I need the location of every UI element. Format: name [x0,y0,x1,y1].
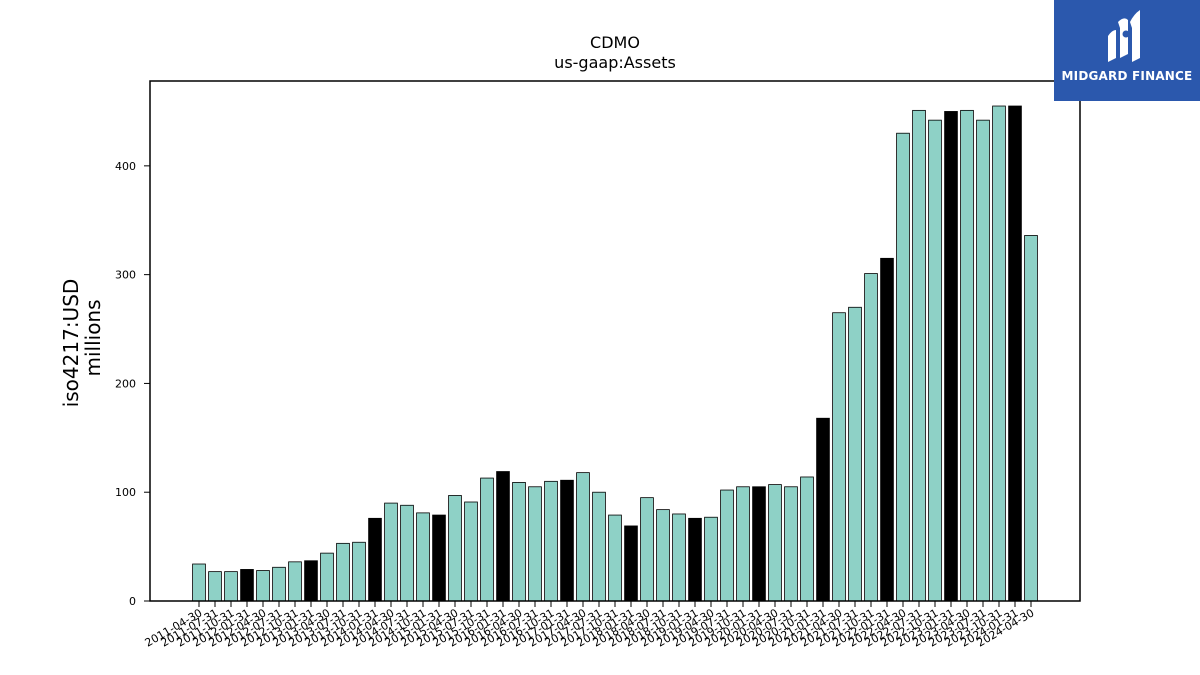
bar-2022-10-31 [928,119,942,602]
bar-2021-01-31 [816,417,830,602]
bar-2018-07-31 [656,509,670,602]
y-tick-label: 100 [115,486,136,499]
bar-2019-01-31 [688,517,702,602]
bar-2018-10-31 [672,513,686,602]
bar-2014-01-31 [368,517,382,602]
y-tick-label: 0 [129,595,136,608]
bar-2020-01-31 [752,486,766,602]
bar-2024-01-31 [1008,105,1022,602]
bar-2022-07-31 [912,109,926,602]
bar-2011-04-30 [192,563,206,602]
bar-2023-07-31 [976,119,990,602]
bar-2014-04-30 [384,502,398,602]
bar-2012-01-31 [240,569,254,602]
bar-2017-04-30 [576,472,590,602]
bar-2018-04-30 [640,497,654,602]
y-tick-label: 300 [115,269,136,282]
bar-2021-07-31 [848,306,862,602]
bar-2020-10-31 [800,476,814,602]
bar-2015-10-31 [480,477,494,602]
bar-2014-07-31 [400,504,414,602]
bar-2022-01-31 [880,257,894,602]
bar-2013-04-30 [320,552,334,602]
bar-2017-10-31 [608,514,622,602]
bar-2023-04-30 [960,109,974,602]
bar-2024-04-30 [1024,235,1038,602]
chart-title: CDMO [590,33,640,52]
bar-2013-10-31 [352,541,366,602]
bar-2016-10-31 [544,480,558,602]
bar-2011-07-31 [208,571,222,602]
bar-2020-07-31 [784,486,798,602]
y-tick-label: 200 [115,377,136,390]
bar-2023-10-31 [992,105,1006,602]
bar-2015-04-30 [448,495,462,602]
bar-2013-01-31 [304,560,318,602]
bar-2012-04-30 [256,570,270,602]
bar-2016-04-30 [512,482,526,602]
bar-2019-07-31 [720,489,734,602]
bar-2018-01-31 [624,525,638,602]
bar-2022-04-30 [896,132,910,602]
bar-2021-04-30 [832,312,846,602]
bar-2011-10-31 [224,571,238,602]
bar-2019-10-31 [736,486,750,602]
bar-2019-04-30 [704,516,718,602]
bar-2014-10-31 [416,512,430,602]
y-tick-label: 400 [115,160,136,173]
bar-2016-07-31 [528,486,542,602]
bar-2012-07-31 [272,566,286,602]
brand-logo: MIDGARD FINANCE [1054,0,1200,101]
bar-2012-10-31 [288,561,302,602]
bar-2023-01-31 [944,111,958,602]
bar-2020-04-30 [768,484,782,602]
y-axis-unit: millions [81,299,105,376]
midgard-m-logo-icon [1108,10,1140,62]
bar-2015-01-31 [432,514,446,602]
bar-2013-07-31 [336,542,350,602]
chart-subtitle: us-gaap:Assets [554,53,676,72]
bar-2015-07-31 [464,501,478,602]
bar-2017-01-31 [560,479,574,602]
y-axis-label: iso4217:USD [59,279,83,408]
bar-2021-10-31 [864,273,878,602]
bar-2016-01-31 [496,471,510,602]
plot-frame [149,80,1081,602]
bar-2017-07-31 [592,491,606,602]
brand-name: MIDGARD FINANCE [1061,69,1193,83]
